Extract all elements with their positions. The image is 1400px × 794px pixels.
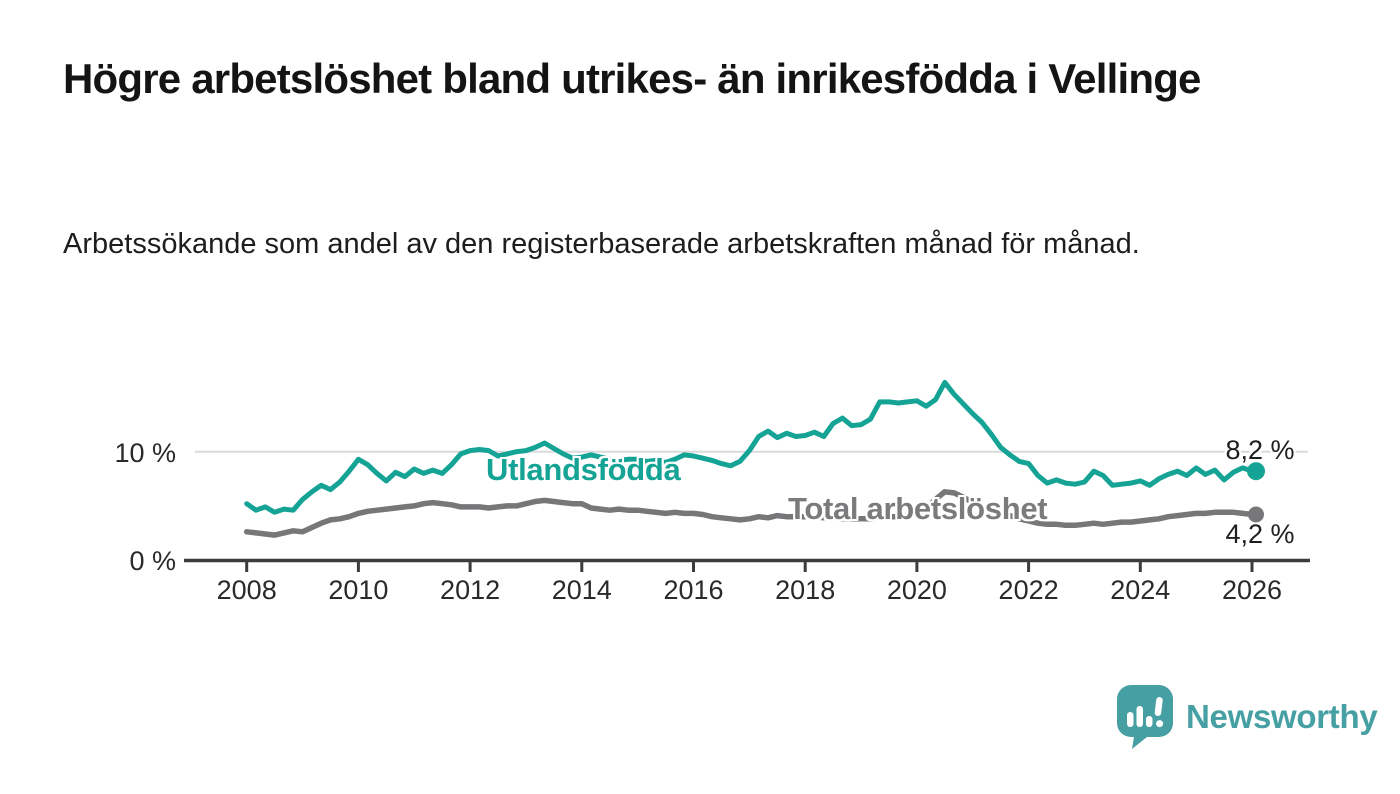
chart-title: Högre arbetslöshet bland utrikes- än inr…: [63, 55, 1201, 102]
x-axis-label-2016: 2016: [663, 575, 724, 605]
x-axis-label-2022: 2022: [998, 575, 1059, 605]
end-value-label-utlandsfodda: 8,2 %: [1225, 435, 1295, 465]
y-axis-label-10: 10 %: [114, 438, 176, 468]
series-label-utlandsfodda: Utlandsfödda: [486, 452, 681, 487]
newsworthy-logo-text: Newsworthy: [1186, 698, 1378, 735]
x-axis-label-2012: 2012: [440, 575, 501, 605]
logo-bar-3: [1146, 716, 1153, 727]
logo-bar-2: [1136, 706, 1143, 727]
newsworthy-logo: Newsworthy: [1117, 685, 1378, 749]
end-value-label-total: 4,2 %: [1225, 519, 1295, 549]
x-axis-label-2024: 2024: [1110, 575, 1171, 605]
x-axis-label-2014: 2014: [551, 575, 612, 605]
logo-bar-1: [1127, 712, 1134, 727]
x-axis-label-2018: 2018: [775, 575, 836, 605]
x-axis-label-2026: 2026: [1221, 575, 1283, 605]
series-line-total: [243, 489, 1255, 538]
series-label-total-arbetsloshet: Total arbetslöshet: [788, 491, 1048, 526]
x-axis-label-2010: 2010: [328, 575, 389, 605]
y-axis-label-0: 0 %: [129, 546, 176, 576]
series-end-dot-total: [1248, 506, 1265, 523]
series-line-utlandsfodda: [244, 379, 1255, 515]
logo-exclamation-bar: [1154, 697, 1163, 716]
newsworthy-logo-icon: [1117, 685, 1173, 749]
series-end-dot-utlandsfodda: [1247, 462, 1266, 481]
x-axis-label-2020: 2020: [886, 575, 947, 605]
logo-bubble-shape: [1117, 685, 1173, 749]
logo-exclamation-dot: [1156, 720, 1164, 728]
chart-subtitle: Arbetssökande som andel av den registerb…: [63, 228, 1140, 260]
x-axis-label-2008: 2008: [216, 575, 277, 605]
